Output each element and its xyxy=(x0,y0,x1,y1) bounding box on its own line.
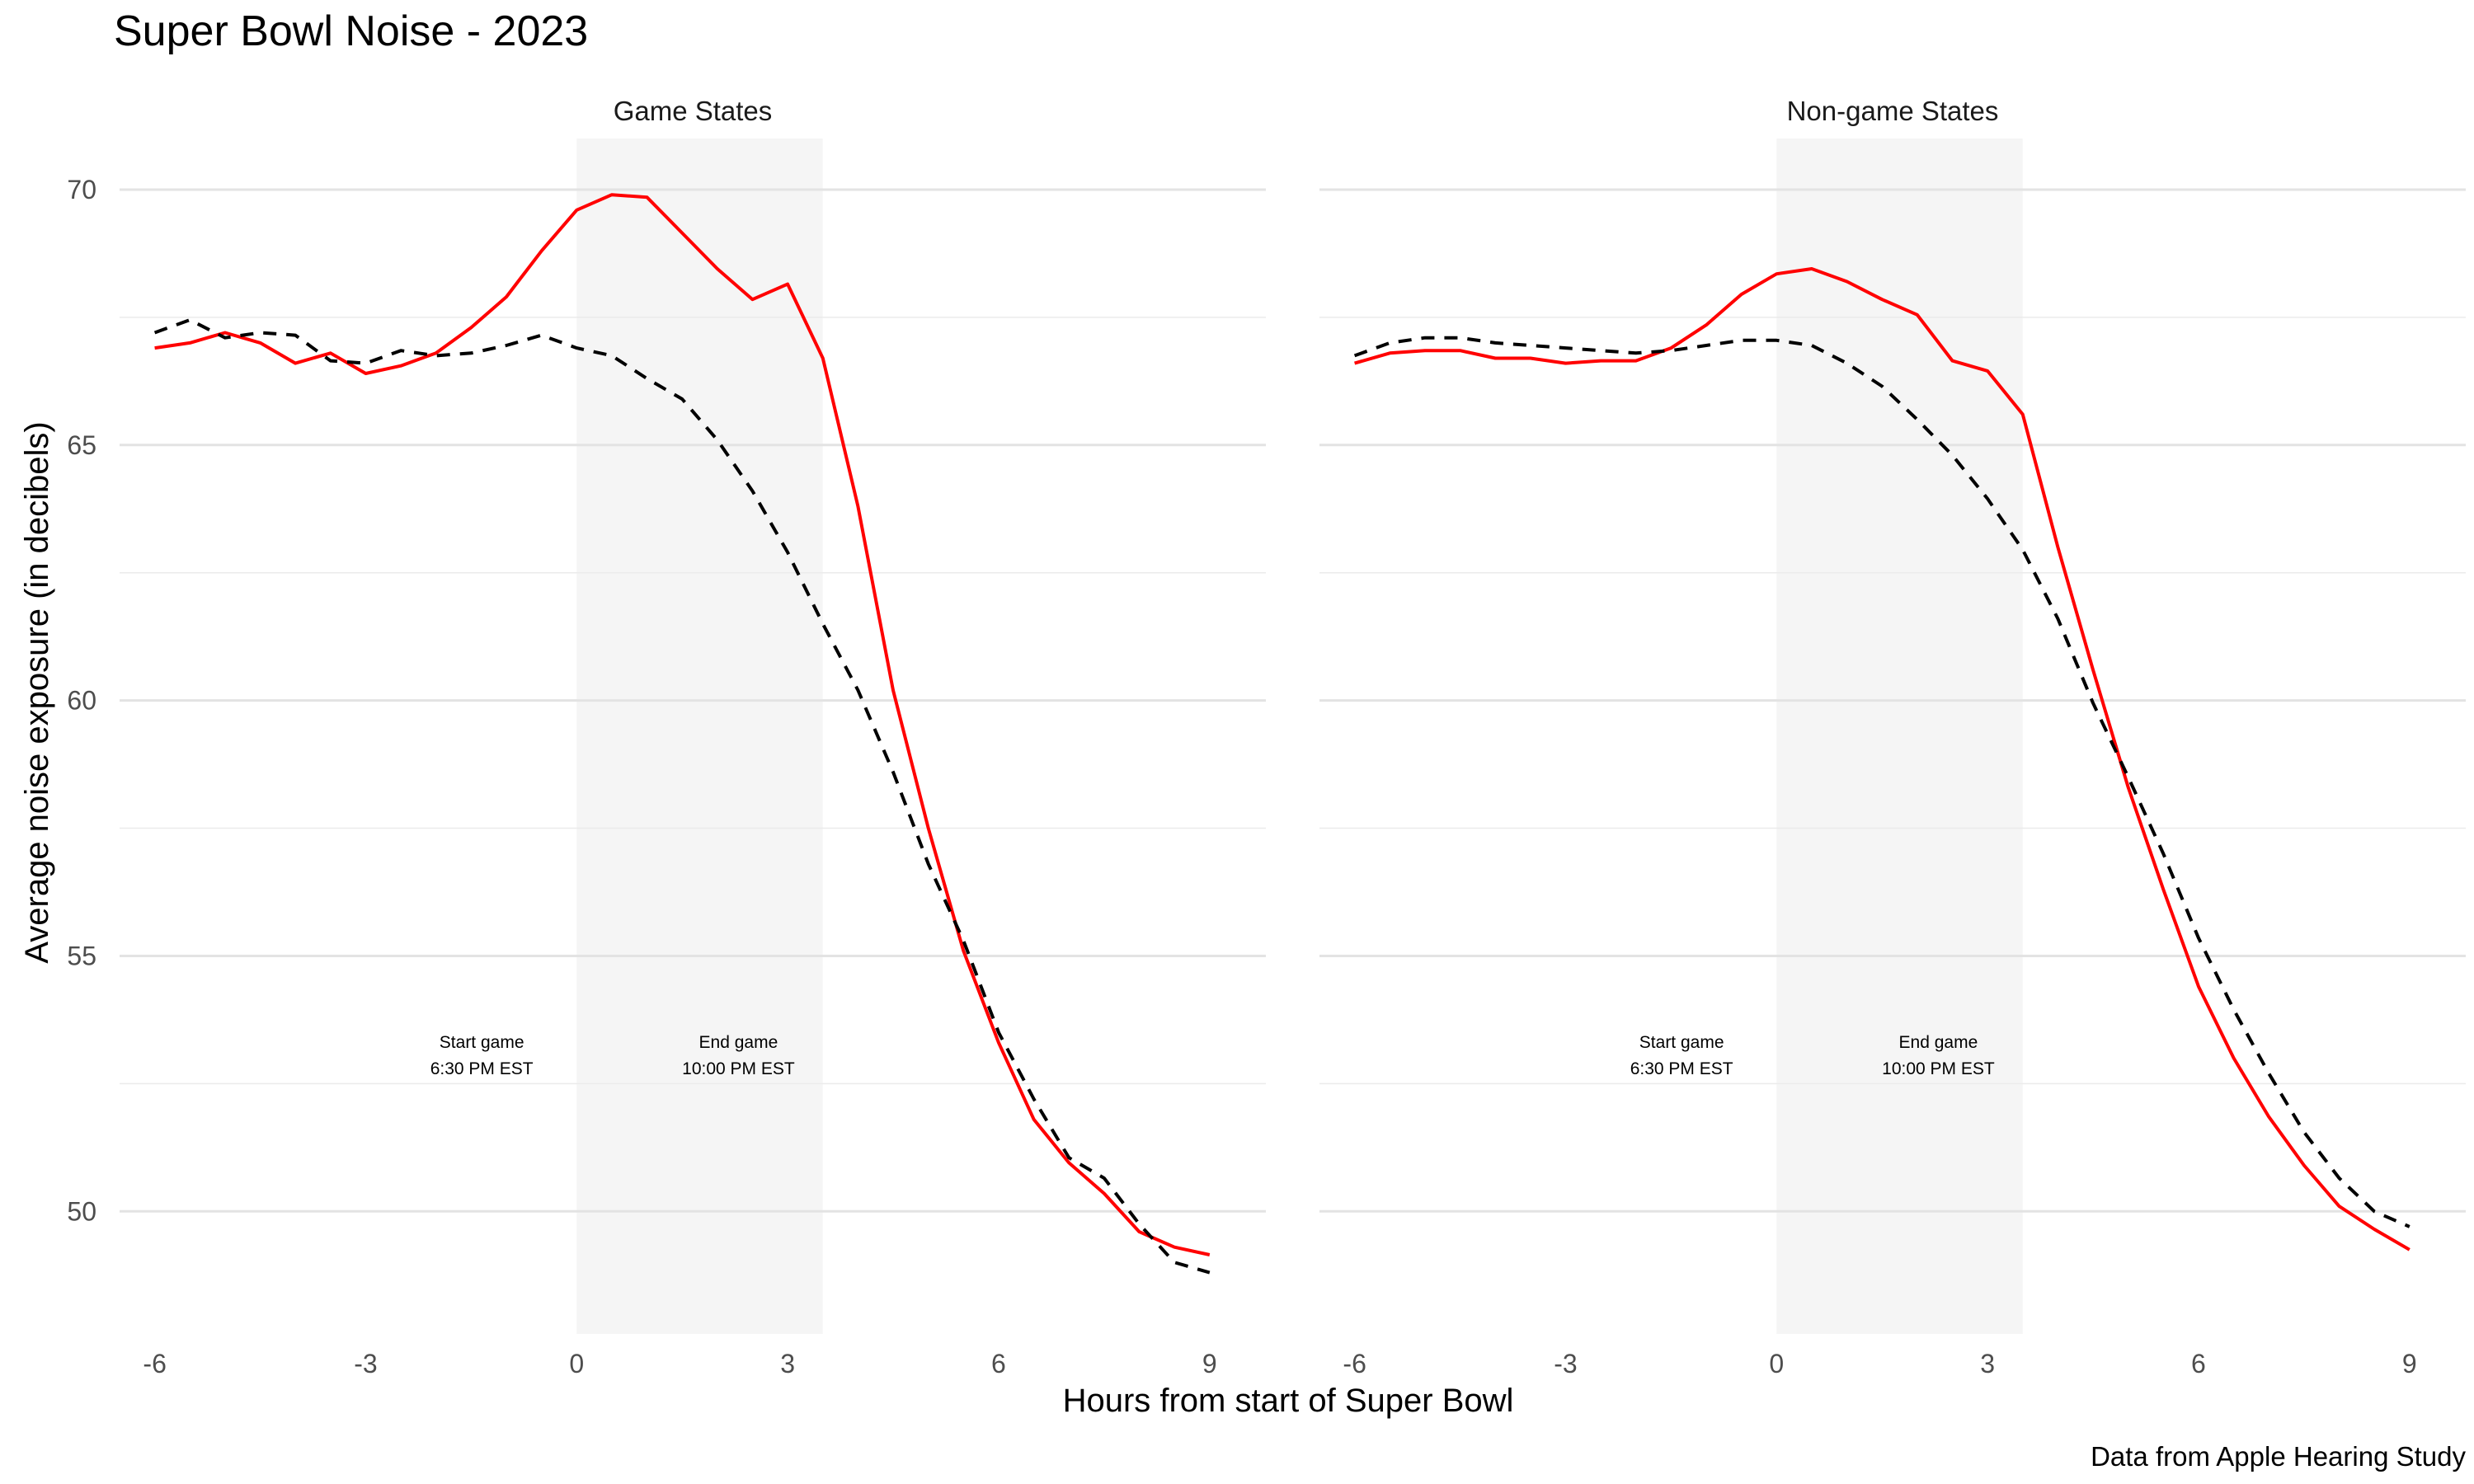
y-tick-label: 50 xyxy=(67,1196,96,1226)
series-line-2 xyxy=(153,318,1211,1275)
x-tick-label: 6 xyxy=(2191,1349,2206,1378)
annotation-time: 10:00 PM EST xyxy=(1882,1059,1995,1078)
y-tick-label: 60 xyxy=(67,686,96,716)
game-window-shade xyxy=(576,139,823,1334)
x-tick-label: -6 xyxy=(1343,1349,1366,1378)
x-tick-label: -3 xyxy=(354,1349,377,1378)
annotation-label: Start game xyxy=(1639,1033,1724,1052)
annotation-label: End game xyxy=(1899,1033,1978,1052)
x-tick-label: 0 xyxy=(1769,1349,1784,1378)
panel-label: Non-game States xyxy=(1787,96,1999,126)
y-tick-label: 65 xyxy=(67,430,96,460)
x-tick-label: -3 xyxy=(1554,1349,1577,1378)
chart-title: Super Bowl Noise - 2023 xyxy=(114,7,589,55)
annotation-time: 10:00 PM EST xyxy=(682,1059,795,1078)
annotation-label: Start game xyxy=(440,1033,524,1052)
y-tick-label: 55 xyxy=(67,941,96,970)
data-source-caption: Data from Apple Hearing Study xyxy=(2091,1441,2466,1472)
panel-1: Game States 50 55 60 65 70 -6 -3 0 3 6 9 Start game 6… xyxy=(67,96,1266,1378)
panel-label: Game States xyxy=(614,96,773,126)
x-tick-label: 9 xyxy=(1202,1349,1217,1378)
series-line-1 xyxy=(1354,267,2411,1252)
x-tick-label: 6 xyxy=(991,1349,1006,1378)
y-tick-label: 70 xyxy=(67,175,96,204)
panel-2: Non-game States -6 -3 0 3 6 9 Start game 6:30 PM… xyxy=(1319,96,2466,1378)
annotation-time: 6:30 PM EST xyxy=(1630,1059,1733,1078)
x-tick-label: 3 xyxy=(780,1349,795,1378)
series-line-2 xyxy=(1353,336,2411,1228)
annotation-time: 6:30 PM EST xyxy=(430,1059,534,1078)
x-tick-label: 3 xyxy=(1980,1349,1995,1378)
x-tick-label: -6 xyxy=(143,1349,166,1378)
x-tick-label: 0 xyxy=(569,1349,584,1378)
x-axis-title: Hours from start of Super Bowl xyxy=(1063,1383,1514,1419)
game-window-shade xyxy=(1776,139,2023,1334)
series-line-1 xyxy=(154,193,1211,1256)
y-axis-title: Average noise exposure (in decibels) xyxy=(19,421,55,963)
annotation-label: End game xyxy=(699,1033,778,1052)
x-tick-label: 9 xyxy=(2402,1349,2417,1378)
